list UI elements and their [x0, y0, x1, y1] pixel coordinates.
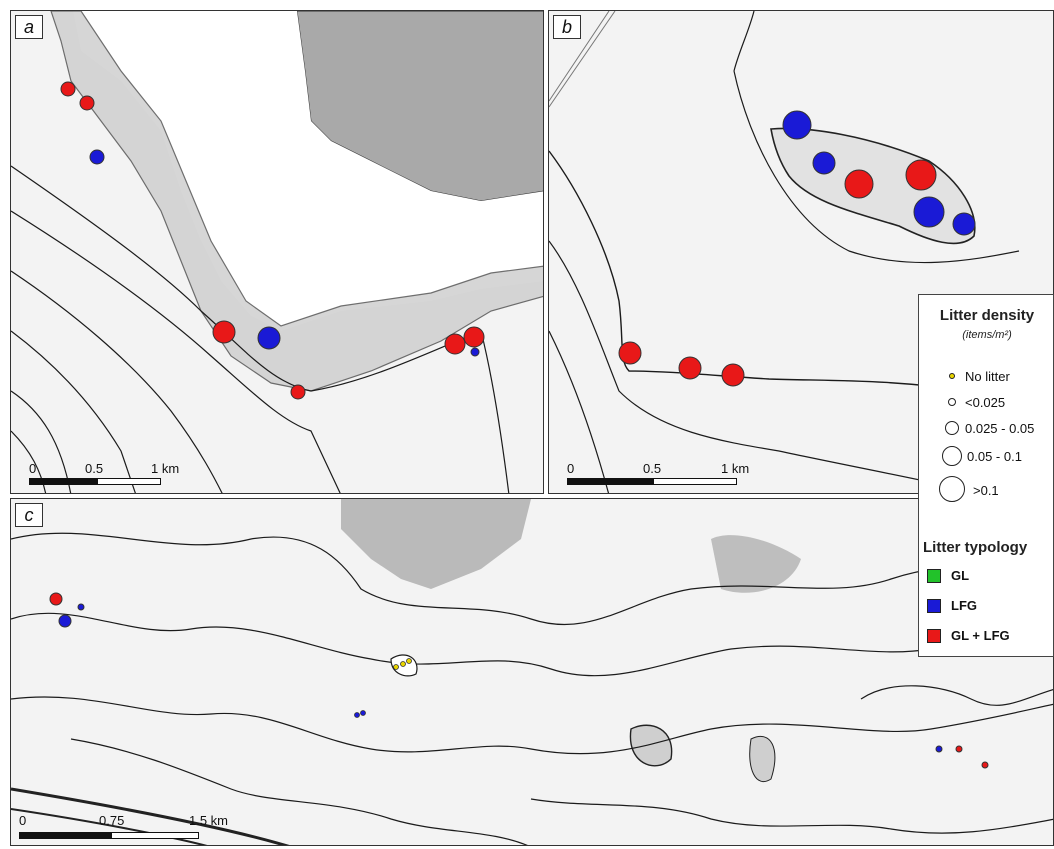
sample-point	[77, 603, 85, 611]
typology-swatch	[927, 629, 941, 643]
map-panel-c-terrain	[11, 499, 1053, 845]
scale-tick: 0	[19, 813, 27, 828]
sample-point	[935, 745, 943, 753]
map-legend: Litter density (items/m²) No litter <0.0…	[918, 294, 1054, 657]
scale-segment-black	[567, 478, 653, 485]
sample-point	[58, 614, 72, 628]
legend-density-row: >0.1	[919, 476, 1054, 503]
legend-density-row: <0.025	[919, 391, 1054, 415]
legend-typology-label: LFG	[951, 598, 977, 613]
legend-typology-row: LFG	[919, 595, 1054, 619]
scale-bar-c: 0 0.75 1.5 km	[19, 813, 279, 843]
scale-segment-white	[653, 478, 737, 485]
sample-point	[905, 159, 937, 191]
legend-density-label: >0.1	[973, 483, 999, 498]
scale-tick: 1 km	[151, 461, 180, 476]
no-litter-symbol	[949, 373, 955, 379]
sample-point	[79, 95, 95, 111]
legend-density-label: 0.05 - 0.1	[967, 449, 1022, 464]
scale-tick: 0.75	[99, 813, 125, 828]
legend-density-title: Litter density	[939, 307, 1035, 324]
sample-point	[812, 151, 836, 175]
sample-point	[782, 110, 812, 140]
map-panel-a: a 0 0.5 1 km	[10, 10, 544, 494]
panel-label-a: a	[15, 15, 43, 39]
sample-point	[212, 320, 236, 344]
legend-typology-row: GL	[919, 565, 1054, 589]
scale-tick: 0	[567, 461, 575, 476]
sample-point	[49, 592, 63, 606]
typology-swatch	[927, 599, 941, 613]
sample-point	[721, 363, 745, 387]
sample-point	[393, 664, 399, 670]
legend-typology-label: GL + LFG	[951, 628, 1010, 643]
density-circle-symbol	[948, 398, 956, 406]
sample-point	[406, 658, 412, 664]
scale-segment-black	[19, 832, 111, 839]
map-panel-c: c 0 0.75 1.5 km	[10, 498, 1054, 846]
sample-points-a	[60, 81, 485, 400]
panel-label-b: b	[553, 15, 581, 39]
sample-point	[470, 347, 480, 357]
sample-point	[913, 196, 945, 228]
scale-tick: 0	[29, 461, 37, 476]
sample-point	[257, 326, 281, 350]
sample-point	[400, 661, 406, 667]
legend-typology-label: GL	[951, 568, 970, 583]
legend-density-unit: (items/m²)	[962, 329, 1012, 341]
sample-point	[444, 333, 466, 355]
sample-point	[618, 341, 642, 365]
scale-segment-white	[97, 478, 161, 485]
typology-swatch	[927, 569, 941, 583]
scale-tick: 0.5	[643, 461, 662, 476]
sample-point	[981, 761, 989, 769]
sample-point	[60, 81, 76, 97]
legend-density-row: 0.025 - 0.05	[919, 417, 1054, 441]
sample-point	[844, 169, 874, 199]
legend-density-label: 0.025 - 0.05	[965, 421, 1035, 436]
scale-segment-white	[111, 832, 199, 839]
legend-density-label: No litter	[965, 369, 1010, 384]
legend-density-row: No litter	[919, 365, 1054, 389]
scale-tick: 0.5	[85, 461, 104, 476]
legend-typology-row: GL + LFG	[919, 625, 1054, 649]
sample-point	[290, 384, 306, 400]
scale-bar-b: 0 0.5 1 km	[567, 461, 767, 491]
sample-point	[678, 356, 702, 380]
scale-segment-black	[29, 478, 97, 485]
legend-density-row: 0.05 - 0.1	[919, 445, 1054, 469]
scale-bar-a: 0 0.5 1 km	[29, 461, 189, 491]
sample-point	[952, 212, 976, 236]
density-circle-symbol	[942, 446, 962, 466]
sample-point	[463, 326, 485, 348]
density-circle-symbol	[939, 476, 965, 502]
sample-point	[354, 712, 360, 718]
legend-density-label: <0.025	[965, 395, 1006, 410]
scale-tick: 1 km	[721, 461, 750, 476]
legend-typology-title: Litter typology	[923, 539, 1028, 556]
sample-points-b	[618, 110, 976, 387]
sample-point	[360, 710, 366, 716]
sample-points-c	[49, 592, 989, 769]
panel-label-c: c	[15, 503, 43, 527]
scale-tick: 1.5 km	[189, 813, 229, 828]
sample-point	[89, 149, 105, 165]
density-circle-symbol	[945, 421, 959, 435]
map-panel-a-terrain	[11, 11, 543, 493]
sample-point	[955, 745, 963, 753]
